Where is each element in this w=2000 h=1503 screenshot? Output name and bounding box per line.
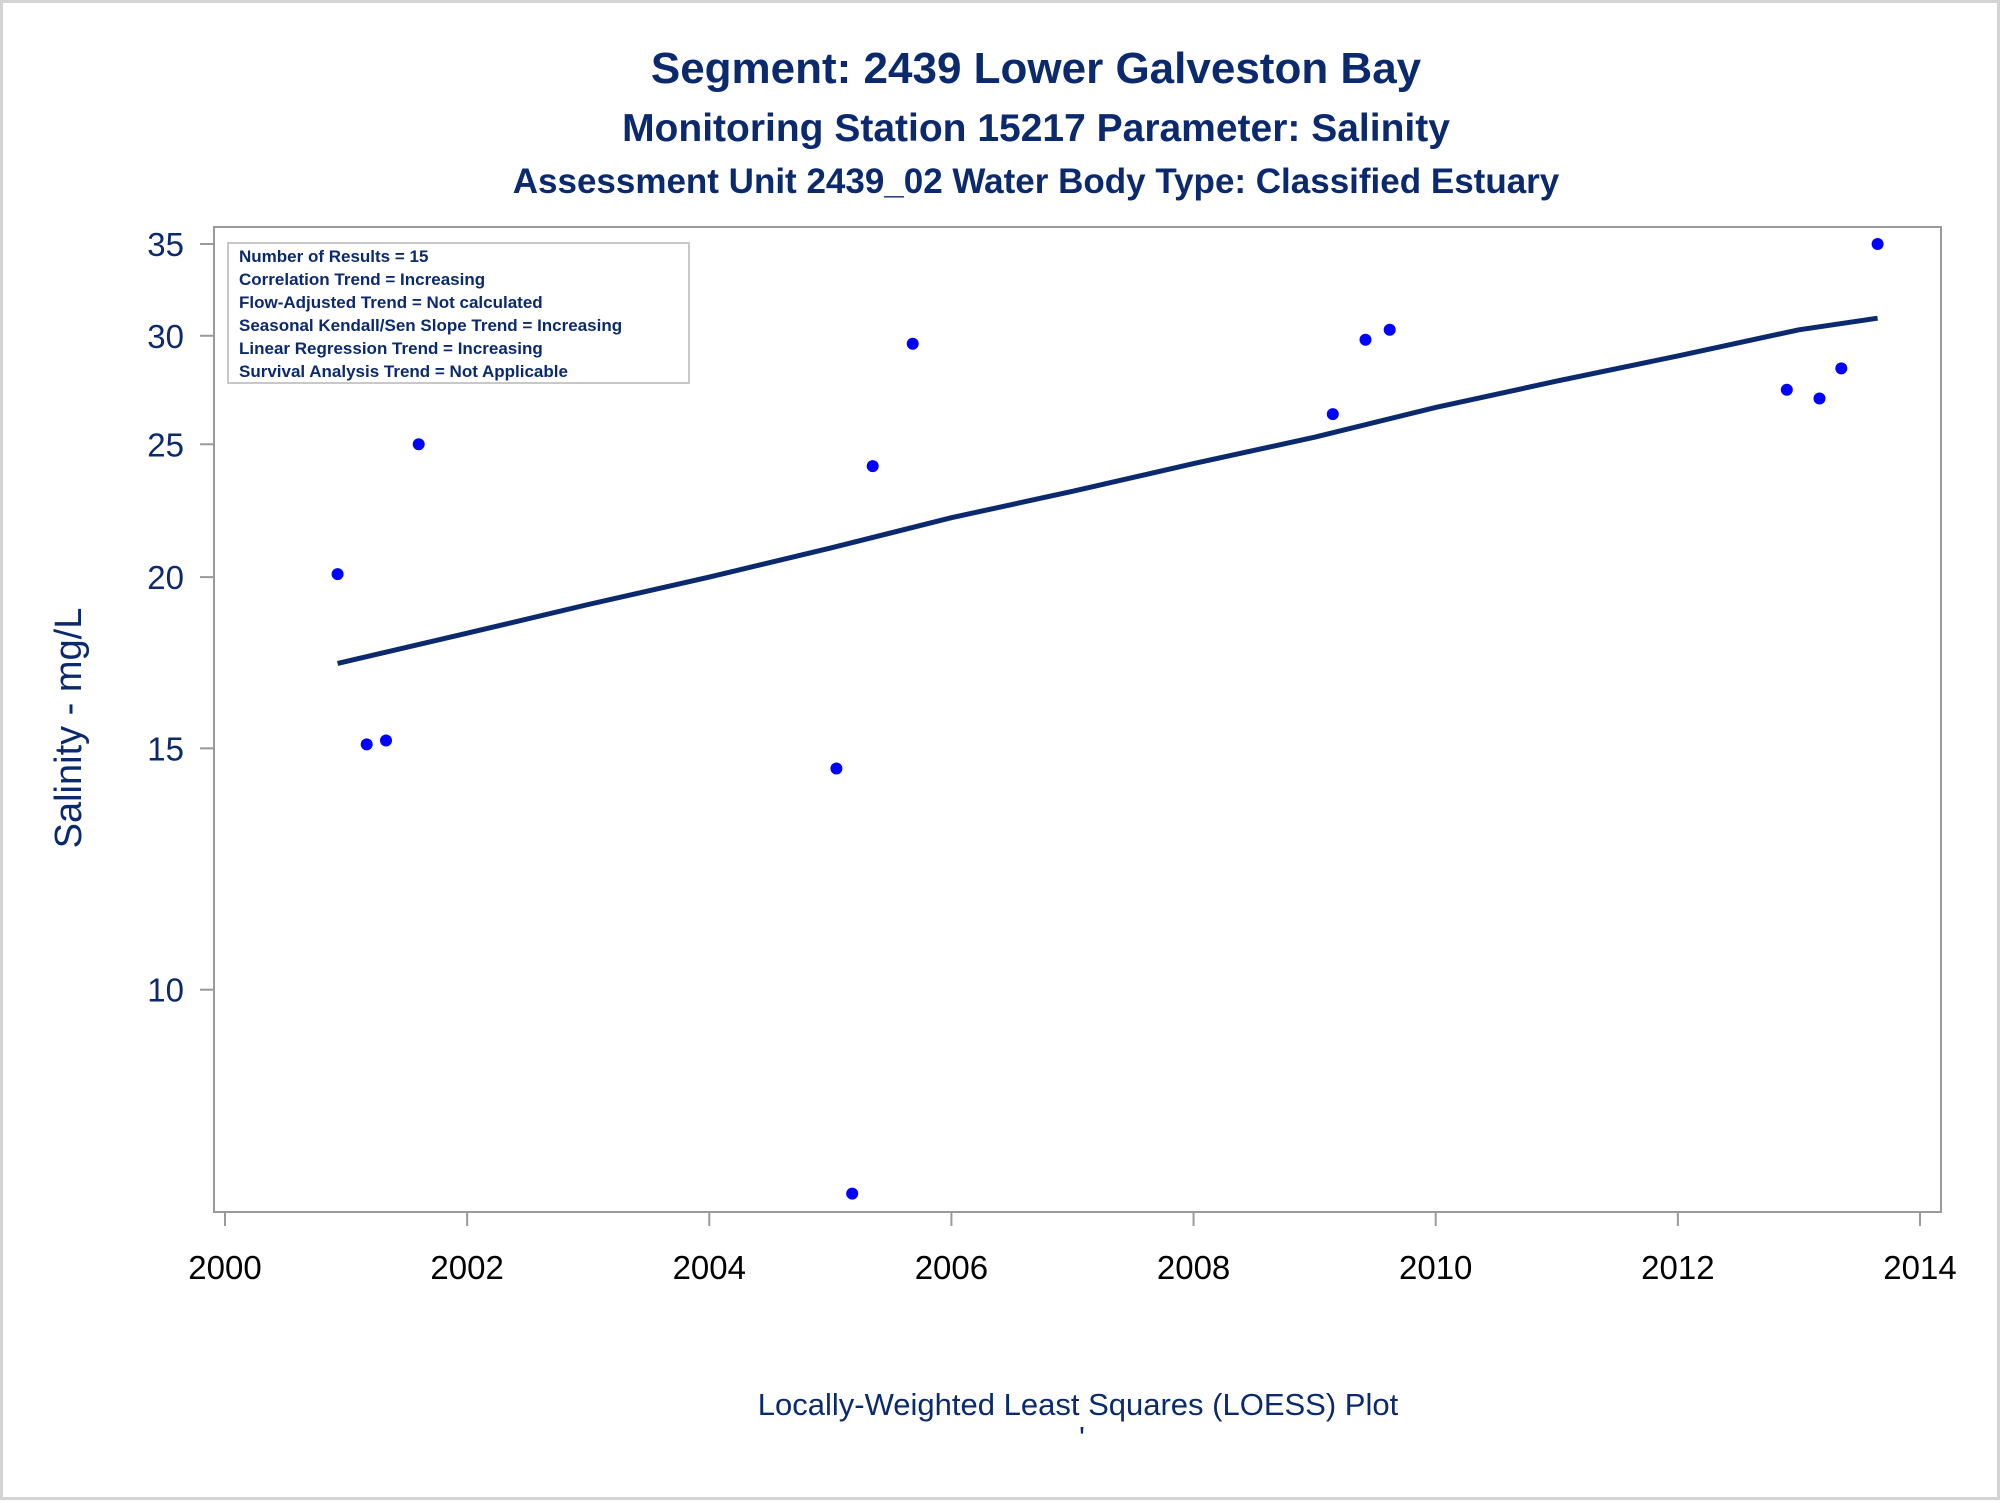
x-tick-label: 2000 xyxy=(188,1249,261,1286)
data-point xyxy=(830,762,843,775)
data-point xyxy=(412,438,425,451)
info-results-count: Number of Results = 15 xyxy=(239,247,428,266)
data-point xyxy=(1780,383,1793,396)
data-point xyxy=(380,734,392,747)
x-tick-label: 2006 xyxy=(915,1249,988,1286)
info-linear-regression-trend: Linear Regression Trend = Increasing xyxy=(239,339,543,358)
data-point xyxy=(331,568,344,581)
data-point xyxy=(1813,392,1826,405)
info-correlation-trend: Correlation Trend = Increasing xyxy=(239,270,485,289)
y-axis-label: Salinity - mg/L xyxy=(48,608,90,849)
trend-info-box-border xyxy=(227,242,690,384)
y-tick-label: 35 xyxy=(147,226,184,263)
x-axis: 2000 2002 2004 2006 2008 2010 2012 2014 xyxy=(188,1212,1957,1286)
x-tick-label: 2010 xyxy=(1399,1249,1472,1286)
data-point xyxy=(846,1187,859,1200)
info-survival-analysis-trend: Survival Analysis Trend = Not Applicable xyxy=(239,362,568,381)
y-tick-label: 25 xyxy=(147,426,184,463)
data-point xyxy=(1871,238,1884,250)
y-tick-label: 15 xyxy=(147,730,184,767)
chart-title: Segment: 2439 Lower Galveston Bay xyxy=(651,44,1422,93)
x-tick-label: 2004 xyxy=(673,1249,746,1286)
chart-svg: Segment: 2439 Lower Galveston Bay Monito… xyxy=(48,44,1957,1455)
y-tick-label: 10 xyxy=(147,972,184,1009)
data-point xyxy=(866,460,879,473)
data-point xyxy=(1383,323,1396,336)
chart-subtitle-2: Assessment Unit 2439_02 Water Body Type:… xyxy=(513,162,1560,201)
x-tick-label: 2014 xyxy=(1883,1249,1956,1286)
chart-subtitle: Monitoring Station 15217 Parameter: Sali… xyxy=(622,107,1450,150)
y-axis: 10 15 20 25 30 35 xyxy=(147,226,214,1009)
data-point xyxy=(1835,362,1848,375)
info-seasonal-kendall-trend: Seasonal Kendall/Sen Slope Trend = Incre… xyxy=(239,316,622,335)
x-axis-label: Locally-Weighted Least Squares (LOESS) P… xyxy=(758,1387,1399,1422)
y-tick-label: 20 xyxy=(147,559,184,596)
data-point xyxy=(1359,333,1372,346)
trend-info-box: Number of Results = 15 Correlation Trend… xyxy=(227,242,690,384)
data-points xyxy=(331,238,1884,1200)
data-point xyxy=(1326,408,1339,421)
x-tick-label: 2012 xyxy=(1641,1249,1714,1286)
data-point xyxy=(906,337,919,350)
x-tick-label: 2008 xyxy=(1157,1249,1230,1286)
loess-trend-line xyxy=(337,315,1878,666)
data-point xyxy=(360,738,373,751)
x-tick-label: 2002 xyxy=(430,1249,503,1286)
footnote-mark: ' xyxy=(1079,1420,1085,1455)
info-flow-adjusted-trend: Flow-Adjusted Trend = Not calculated xyxy=(239,293,543,312)
plot-area xyxy=(213,226,1942,1213)
y-tick-label: 30 xyxy=(147,318,184,355)
